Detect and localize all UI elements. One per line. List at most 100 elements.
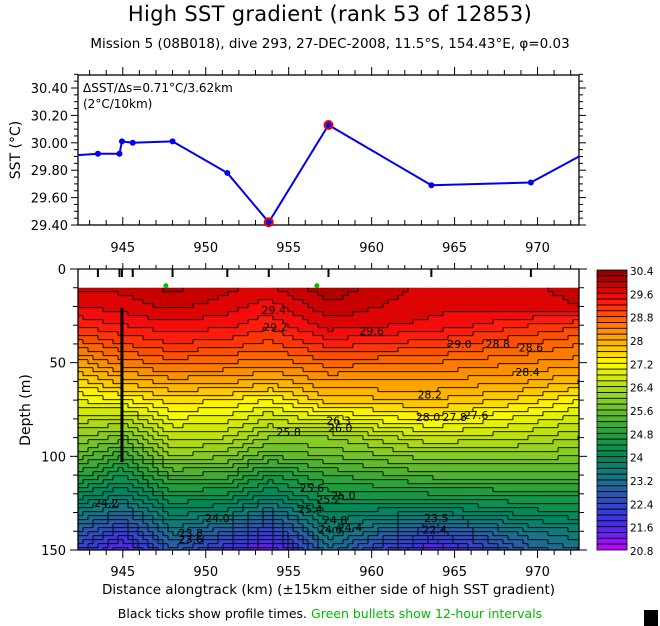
section-cell <box>328 443 334 449</box>
section-cell <box>538 419 544 425</box>
section-cell <box>358 447 364 453</box>
section-cell <box>318 335 324 341</box>
section-cell <box>368 407 374 413</box>
section-cell <box>423 431 429 437</box>
section-cell <box>498 431 504 437</box>
section-cell <box>293 307 299 313</box>
section-cell <box>108 455 114 461</box>
section-cell <box>358 451 364 457</box>
section-cell <box>428 295 434 301</box>
section-cell <box>383 327 389 333</box>
section-cell <box>208 391 214 397</box>
section-cell <box>403 423 409 429</box>
section-cell <box>293 391 299 397</box>
section-cell <box>563 451 569 457</box>
section-cell <box>508 359 514 365</box>
section-cell <box>413 335 419 341</box>
section-cell <box>533 407 539 413</box>
section-cell <box>368 427 374 433</box>
section-cell <box>338 311 344 317</box>
section-cell <box>378 367 384 373</box>
section-cell <box>408 467 414 473</box>
section-cell <box>313 459 319 465</box>
section-cell <box>563 327 569 333</box>
section-cell <box>473 447 479 453</box>
section-cell <box>108 347 114 353</box>
section-cell <box>358 299 364 305</box>
section-cell <box>363 475 369 481</box>
section-cell <box>548 455 554 461</box>
section-cell <box>518 475 524 481</box>
section-cell <box>528 395 534 401</box>
section-cell <box>258 435 264 441</box>
section-cell <box>403 467 409 473</box>
section-cell <box>363 415 369 421</box>
section-cell <box>338 391 344 397</box>
section-cell <box>263 387 269 393</box>
section-cell <box>268 319 274 325</box>
section-cell <box>553 423 559 429</box>
section-cell <box>218 343 224 349</box>
section-cell <box>188 327 194 333</box>
section-cell <box>103 387 109 393</box>
section-cell <box>398 399 404 405</box>
section-cell <box>138 343 144 349</box>
section-cell <box>268 307 274 313</box>
section-cell <box>203 471 209 477</box>
section-cell <box>238 339 244 345</box>
section-cell <box>103 379 109 385</box>
section-cell <box>188 443 194 449</box>
section-cell <box>418 335 424 341</box>
section-cell <box>428 415 434 421</box>
section-cell <box>413 347 419 353</box>
section-cell <box>418 387 424 393</box>
section-cell <box>223 407 229 413</box>
sst-line <box>77 123 580 224</box>
section-cell <box>523 367 529 373</box>
section-cell <box>163 379 169 385</box>
section-cell <box>418 379 424 385</box>
section-cell <box>378 447 384 453</box>
section-cell <box>363 323 369 329</box>
section-cell <box>453 375 459 381</box>
section-cell <box>523 287 529 293</box>
section-cell <box>338 415 344 421</box>
section-cell <box>368 423 374 429</box>
section-cell <box>173 307 179 313</box>
section-cell <box>498 455 504 461</box>
section-cell <box>543 323 549 329</box>
section-cell <box>443 327 449 333</box>
section-cell <box>503 431 509 437</box>
section-cell <box>528 315 534 321</box>
section-cell <box>128 459 134 465</box>
section-cell <box>448 351 454 357</box>
section-cell <box>423 351 429 357</box>
section-cell <box>418 375 424 381</box>
section-cell <box>408 299 414 305</box>
sst-point <box>129 139 136 146</box>
section-cell <box>223 315 229 321</box>
section-cell <box>203 315 209 321</box>
section-cell <box>78 335 84 341</box>
section-cell <box>183 411 189 417</box>
section-cell <box>458 467 464 473</box>
section-cell <box>198 383 204 389</box>
section-cell <box>468 299 474 305</box>
section-cell <box>298 347 304 353</box>
section-cell <box>193 419 199 425</box>
section-cell <box>273 427 279 433</box>
section-cell <box>138 339 144 345</box>
section-cell <box>463 335 469 341</box>
section-cell <box>178 427 184 433</box>
gradient-rate-annotation: (2°C/10km) <box>83 97 152 111</box>
section-cell <box>208 347 214 353</box>
section-cell <box>338 407 344 413</box>
section-cell <box>533 323 539 329</box>
section-cell <box>383 419 389 425</box>
section-cell <box>453 427 459 433</box>
section-cell <box>483 335 489 341</box>
section-cell <box>208 287 214 293</box>
section-cell <box>318 339 324 345</box>
section-cell <box>538 343 544 349</box>
section-cell <box>168 359 174 365</box>
